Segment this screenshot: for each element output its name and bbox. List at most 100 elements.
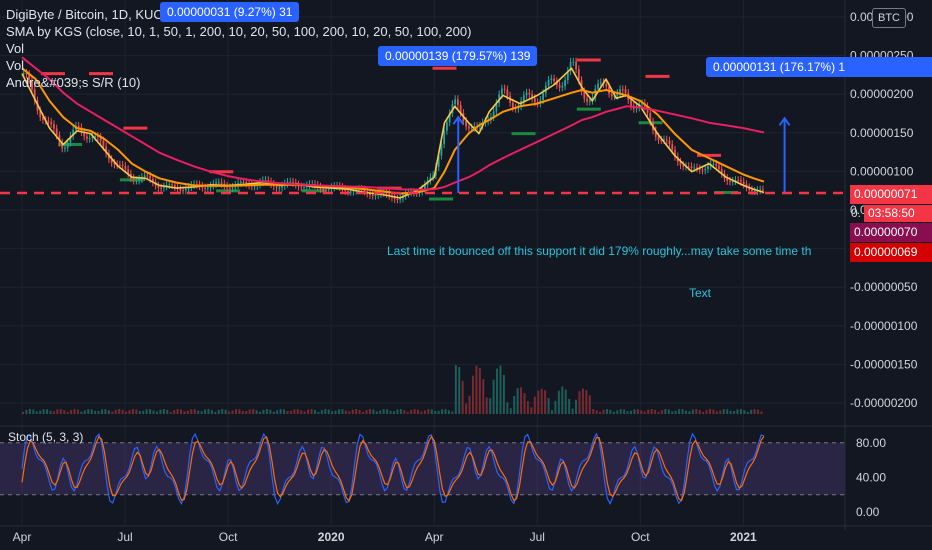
- volume-bar: [609, 409, 612, 414]
- volume-bar: [111, 411, 114, 414]
- volume-bar: [90, 409, 93, 414]
- measure-label-1[interactable]: 0.00000031 (9.27%) 31: [160, 2, 300, 22]
- volume-bar: [303, 411, 306, 414]
- volume-bar: [293, 409, 296, 414]
- volume-bar: [39, 410, 42, 414]
- volume-bar: [465, 403, 468, 414]
- candle-body: [553, 78, 555, 82]
- volume-bar: [52, 411, 55, 414]
- volume-bar: [478, 367, 481, 414]
- legend-sma[interactable]: SMA by KGS (close, 10, 1, 50, 1, 200, 10…: [6, 24, 472, 39]
- candle-body: [454, 99, 457, 105]
- volume-bar: [173, 410, 176, 414]
- candle-body: [682, 165, 685, 167]
- volume-bar: [186, 410, 189, 414]
- grid-lines: [0, 0, 845, 525]
- candle-body: [630, 99, 632, 107]
- candle-body: [588, 100, 591, 102]
- volume-bar: [626, 411, 629, 414]
- volume-bar: [94, 410, 97, 414]
- candle-body: [50, 121, 53, 125]
- candle-body: [566, 70, 569, 81]
- volume-bar: [193, 409, 196, 414]
- volume-bar: [121, 409, 124, 414]
- currency-button[interactable]: BTC: [872, 8, 906, 28]
- candle-body: [33, 89, 36, 101]
- price-tick-label: -0.00000200: [850, 396, 918, 410]
- price-tick-label: 0.00000150: [850, 126, 914, 140]
- candle-body: [674, 149, 676, 157]
- time-tick-label: Oct: [219, 530, 238, 544]
- comment-annotation[interactable]: Last time it bounced off this support it…: [387, 244, 812, 258]
- volume-bar: [97, 410, 100, 414]
- volume-bar: [506, 402, 509, 414]
- candle-body: [753, 191, 756, 193]
- measure-label-2[interactable]: 0.00000139 (179.57%) 139: [378, 46, 538, 66]
- candle-body: [649, 112, 652, 122]
- volume-bar: [104, 409, 107, 414]
- volume-bar: [595, 410, 598, 414]
- candle-body: [448, 113, 451, 123]
- candle-body: [671, 144, 674, 150]
- volume-bar: [588, 395, 591, 414]
- volume-bar: [715, 411, 718, 414]
- legend-vol-2[interactable]: Vol: [6, 58, 25, 73]
- candle-body: [102, 140, 105, 147]
- volume-bar: [28, 409, 31, 414]
- text-annotation[interactable]: Text: [689, 286, 712, 300]
- volume-bar: [324, 409, 327, 414]
- candle-body: [53, 124, 55, 129]
- candle-body: [665, 139, 668, 141]
- candle-body: [64, 147, 66, 149]
- volume-bar: [382, 409, 385, 414]
- volume-bar: [83, 410, 86, 414]
- volume-bar: [674, 410, 677, 414]
- volume-bar: [526, 401, 529, 414]
- candle-body: [165, 184, 168, 187]
- series-line-close: [21, 67, 765, 199]
- volume-bar: [241, 410, 244, 414]
- candle-body: [132, 178, 135, 181]
- measure-arrowhead: [452, 115, 465, 125]
- candle-body: [25, 72, 28, 75]
- candle-body: [759, 189, 762, 191]
- volume-bar: [87, 409, 90, 414]
- volume-bar: [667, 409, 670, 414]
- price-axis: 0.000003000.000002500.000002000.00000150…: [844, 0, 918, 530]
- candle-body: [437, 155, 440, 167]
- measure-label-3[interactable]: 0.00000131 (176.17%) 1: [706, 57, 932, 77]
- volume-bar: [671, 411, 674, 414]
- volume-bar: [647, 409, 650, 414]
- legend-vol-1[interactable]: Vol: [6, 41, 25, 56]
- price-tick-label: 0.00000200: [850, 87, 914, 101]
- candle-body: [179, 189, 182, 191]
- candle-body: [363, 189, 366, 192]
- legend-sr[interactable]: Andre&#039;s S/R (10): [6, 75, 141, 90]
- volume-bar: [451, 411, 454, 414]
- volume-bar: [262, 409, 265, 414]
- volume-bar: [605, 409, 608, 414]
- candle-body: [97, 136, 99, 138]
- volume-bar: [406, 411, 409, 414]
- volume-bar: [420, 411, 423, 414]
- volume-bar: [248, 409, 251, 414]
- legend-symbol[interactable]: DigiByte / Bitcoin, 1D, KUCOIN: [6, 7, 186, 22]
- volume-bar: [427, 409, 430, 414]
- candle-body: [264, 180, 267, 182]
- volume-bar: [155, 411, 158, 414]
- volume-bar: [296, 409, 299, 414]
- candle-body: [663, 139, 665, 141]
- volume-bar: [76, 409, 79, 414]
- candle-body: [729, 180, 731, 182]
- candle-body: [748, 187, 751, 190]
- volume-bar: [224, 409, 227, 414]
- candle-body: [303, 186, 305, 188]
- candle-body: [616, 93, 619, 96]
- volume-bar: [348, 411, 351, 414]
- volume-bar: [581, 388, 584, 414]
- stoch-label[interactable]: Stoch (5, 3, 3): [8, 430, 84, 444]
- volume-bar: [358, 410, 361, 414]
- series-line-sma-200: [21, 56, 765, 191]
- volume-bar: [142, 410, 145, 414]
